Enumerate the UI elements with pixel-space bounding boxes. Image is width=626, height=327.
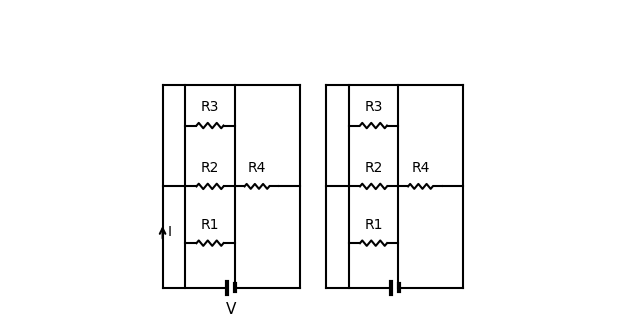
Text: R1: R1 [201, 218, 219, 232]
Text: R3: R3 [364, 100, 382, 114]
Text: R4: R4 [411, 161, 429, 175]
Text: I: I [168, 225, 172, 239]
Text: R2: R2 [201, 161, 219, 175]
Text: R3: R3 [201, 100, 219, 114]
Text: R1: R1 [364, 218, 382, 232]
Text: R2: R2 [364, 161, 382, 175]
Text: V: V [226, 302, 237, 318]
Text: R4: R4 [248, 161, 266, 175]
